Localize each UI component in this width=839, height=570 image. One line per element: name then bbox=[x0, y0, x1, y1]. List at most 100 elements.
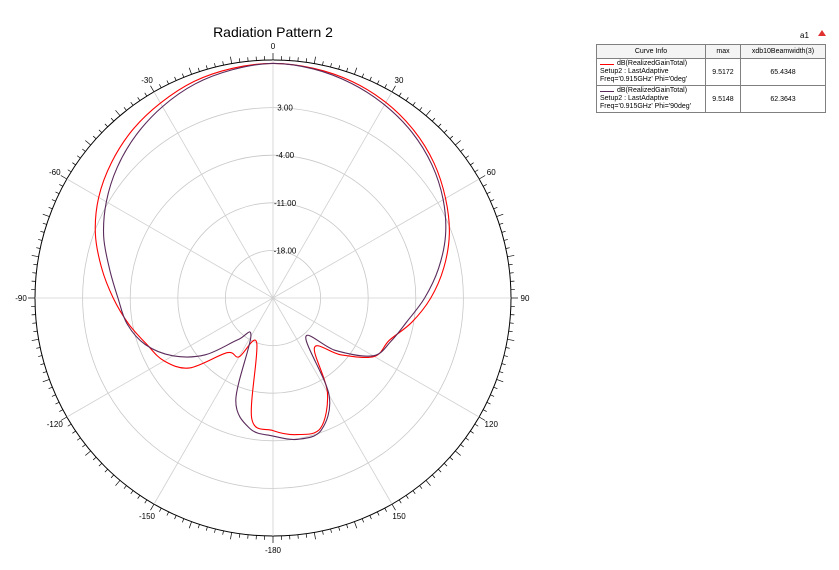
outer-tick bbox=[144, 92, 148, 97]
outer-tick bbox=[501, 230, 506, 233]
legend-row[interactable]: dB(RealizedGainTotal) Setup2 : LastAdapt… bbox=[596, 58, 826, 86]
outer-tick bbox=[330, 63, 332, 68]
outer-tick bbox=[92, 135, 97, 140]
outer-tick bbox=[115, 110, 121, 116]
outer-tick bbox=[238, 533, 241, 538]
ring-label: 3.00 bbox=[277, 104, 293, 113]
outer-tick bbox=[490, 199, 495, 202]
legend-max-value: 9.5148 bbox=[705, 85, 741, 113]
angle-label: -180 bbox=[265, 546, 282, 555]
outer-tick bbox=[478, 416, 486, 421]
outer-tick bbox=[182, 73, 185, 78]
angle-label: -150 bbox=[139, 512, 156, 521]
grid-spoke bbox=[66, 297, 274, 418]
pattern-curve-1[interactable] bbox=[94, 62, 450, 436]
outer-tick bbox=[104, 123, 108, 128]
outer-tick bbox=[40, 363, 45, 366]
outer-tick bbox=[82, 444, 86, 448]
outer-tick bbox=[85, 140, 91, 146]
angle-labels: 0 30 60 90 120 150 -180 -150 -120 -90 -60 -30 bbox=[15, 42, 530, 555]
angle-label: 90 bbox=[521, 294, 530, 303]
outer-tick bbox=[110, 117, 115, 122]
outer-tick bbox=[455, 450, 461, 456]
outer-tick bbox=[48, 386, 53, 389]
outer-tick bbox=[443, 463, 448, 467]
legend-expression: dB(RealizedGainTotal) bbox=[617, 87, 688, 94]
outer-tick bbox=[322, 530, 324, 535]
outer-tick bbox=[384, 84, 387, 89]
outer-tick bbox=[55, 402, 60, 405]
outer-tick bbox=[490, 394, 495, 397]
legend-curve-info: dB(RealizedGainTotal) Setup2 : LastAdapt… bbox=[596, 85, 706, 113]
outer-tick bbox=[188, 67, 192, 75]
pattern-curve-2[interactable] bbox=[102, 62, 447, 441]
chart-title: Radiation Pattern 2 bbox=[213, 24, 333, 40]
outer-tick bbox=[501, 363, 506, 366]
outer-tick bbox=[137, 495, 141, 499]
outer-tick bbox=[38, 355, 43, 357]
legend-setup: Setup2 : LastAdaptive bbox=[600, 95, 669, 102]
outer-tick bbox=[503, 239, 508, 241]
outer-tick bbox=[123, 485, 127, 489]
outer-tick bbox=[449, 456, 454, 461]
grid-spoke bbox=[153, 297, 274, 505]
outer-tick bbox=[508, 263, 513, 266]
legend-expression: dB(RealizedGainTotal) bbox=[617, 60, 688, 67]
outer-tick bbox=[398, 92, 402, 97]
outer-tick bbox=[33, 330, 38, 333]
angle-label: 30 bbox=[395, 76, 404, 85]
outer-tick bbox=[166, 511, 169, 516]
outer-tick bbox=[398, 499, 402, 504]
polar-grid bbox=[28, 53, 518, 543]
outer-tick bbox=[205, 526, 208, 531]
outer-tick bbox=[59, 409, 64, 412]
grid-spoke bbox=[153, 91, 274, 299]
angle-label: -30 bbox=[141, 76, 153, 85]
outer-tick bbox=[92, 456, 97, 461]
outer-tick bbox=[377, 80, 380, 85]
legend-variables: Freq='0.915GHz' Phi='90deg' bbox=[600, 103, 691, 110]
outer-tick bbox=[419, 107, 423, 111]
outer-tick bbox=[110, 474, 115, 479]
ring-labels: 3.00 -4.00 -11.00 -18.00 bbox=[274, 104, 297, 256]
outer-tick bbox=[42, 222, 47, 225]
legend-row[interactable]: dB(RealizedGainTotal) Setup2 : LastAdapt… bbox=[596, 85, 826, 113]
outer-tick bbox=[405, 495, 409, 499]
angle-label: 120 bbox=[485, 420, 499, 429]
outer-tick bbox=[230, 532, 233, 540]
outer-tick bbox=[330, 528, 332, 533]
outer-tick bbox=[55, 191, 60, 194]
outer-tick bbox=[449, 135, 454, 140]
outer-tick bbox=[159, 84, 162, 89]
outer-tick bbox=[51, 394, 56, 397]
outer-tick bbox=[391, 503, 396, 511]
outer-tick bbox=[38, 239, 43, 241]
grid-spoke bbox=[66, 178, 274, 299]
outer-tick bbox=[77, 155, 81, 159]
outer-tick bbox=[507, 338, 515, 341]
legend-swatch bbox=[600, 63, 614, 65]
outer-tick bbox=[338, 65, 341, 70]
outer-tick bbox=[505, 347, 510, 349]
angle-label: -120 bbox=[47, 420, 64, 429]
outer-tick bbox=[72, 162, 76, 166]
outer-tick bbox=[144, 499, 148, 504]
outer-tick bbox=[496, 213, 504, 217]
legend-beamwidth-value: 62.3643 bbox=[740, 85, 826, 113]
angle-label: 0 bbox=[271, 42, 276, 51]
outer-tick bbox=[412, 490, 416, 494]
legend-max-value: 9.5172 bbox=[705, 58, 741, 86]
outer-tick bbox=[72, 430, 76, 434]
marker-triangle-icon[interactable] bbox=[818, 30, 826, 36]
outer-tick bbox=[505, 247, 510, 249]
outer-tick bbox=[130, 490, 134, 494]
legend-setup: Setup2 : LastAdaptive bbox=[600, 68, 669, 75]
outer-tick bbox=[59, 184, 64, 187]
outer-tick bbox=[36, 347, 41, 349]
outer-tick bbox=[460, 444, 464, 448]
outer-tick bbox=[104, 468, 108, 473]
outer-tick bbox=[33, 263, 38, 266]
outer-tick bbox=[166, 80, 169, 85]
corner-label: a1 bbox=[800, 31, 809, 40]
outer-tick bbox=[197, 67, 200, 72]
